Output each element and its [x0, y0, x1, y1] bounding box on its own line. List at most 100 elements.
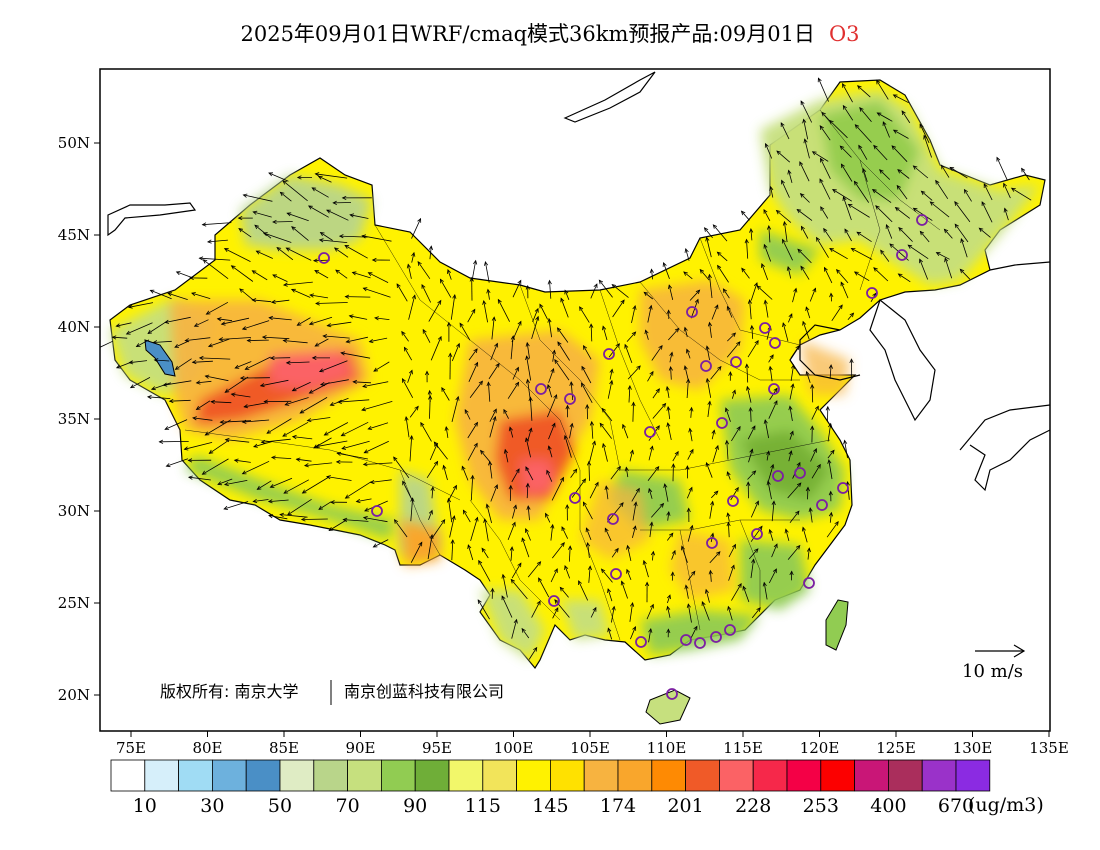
- wind-vector: [763, 582, 768, 600]
- wind-vector-head: [587, 565, 593, 571]
- wind-vector-head: [768, 365, 773, 371]
- wind-vector-head: [816, 236, 821, 242]
- wind-vector-head: [446, 497, 452, 503]
- lon-tick-label: 130E: [953, 739, 993, 757]
- wind-vector-head: [501, 595, 506, 601]
- wind-vector-head: [829, 248, 834, 253]
- wind-vector-head: [303, 463, 309, 468]
- wind-vector: [302, 477, 329, 494]
- colorbar-swatch: [347, 759, 382, 792]
- wind-vector-head: [421, 283, 426, 289]
- wind-vector-head: [756, 607, 761, 612]
- wind-vector-head: [326, 323, 332, 328]
- wind-vector: [801, 226, 809, 239]
- wind-vector: [253, 211, 272, 218]
- lon-tick-label: 75E: [116, 739, 146, 757]
- wind-vector: [712, 224, 728, 242]
- wind-vector-head: [663, 483, 668, 488]
- wind-vector: [712, 445, 719, 463]
- wind-vector-head: [276, 247, 282, 252]
- wind-vector: [409, 406, 419, 418]
- wind-vector-head: [810, 383, 815, 389]
- wind-vector: [647, 371, 654, 382]
- wind-vector-head: [674, 327, 680, 333]
- wind-vector: [569, 423, 573, 439]
- wind-vector-head: [686, 378, 691, 384]
- wind-vector: [750, 282, 758, 301]
- wind-vector-head: [554, 607, 559, 612]
- wind-vector-head: [164, 426, 170, 430]
- wind-vector: [627, 365, 641, 380]
- wind-vector-head: [191, 292, 196, 297]
- wind-vector: [327, 321, 352, 327]
- wind-vector-head: [477, 599, 482, 604]
- wind-vector-head: [279, 512, 285, 517]
- wind-vector: [468, 348, 478, 361]
- wind-vector-head: [255, 250, 261, 255]
- wind-vector-head: [482, 299, 487, 305]
- wind-vector: [352, 272, 371, 279]
- wind-vector: [862, 168, 868, 182]
- wind-vector-head: [241, 326, 247, 331]
- wind-vector: [484, 518, 489, 542]
- wind-vector-head: [474, 361, 479, 367]
- wind-vector: [785, 529, 790, 542]
- wind-vector: [447, 269, 452, 280]
- lon-tick-label: 125E: [876, 739, 916, 757]
- colorbar-swatch: [110, 759, 146, 792]
- wind-vector: [489, 409, 497, 422]
- wind-vector: [588, 461, 590, 481]
- wind-vector: [221, 317, 250, 325]
- wind-vector-head: [560, 476, 564, 482]
- wind-vector: [550, 568, 558, 583]
- wind-vector: [648, 488, 653, 499]
- wind-vector: [811, 384, 814, 403]
- wind-vector: [842, 105, 854, 121]
- wind-vector: [164, 419, 188, 430]
- station-marker: [535, 383, 547, 395]
- wind-vector: [231, 265, 254, 282]
- colorbar-label: 30: [200, 795, 224, 817]
- wind-vector: [768, 354, 774, 363]
- wind-vector-head: [585, 403, 590, 409]
- wind-vector: [192, 360, 213, 363]
- wind-vector: [512, 367, 519, 380]
- wind-vector: [203, 259, 229, 280]
- wind-vector: [326, 209, 349, 221]
- wind-vector-head: [688, 427, 693, 433]
- wind-vector: [243, 194, 273, 202]
- wind-vector-head: [710, 532, 715, 538]
- colorbar-swatch: [617, 759, 653, 792]
- wind-vector: [234, 459, 251, 463]
- wind-vector-head: [497, 298, 502, 304]
- province-border: [699, 237, 741, 331]
- wind-vector-head: [602, 442, 607, 448]
- lon-tick-label: 100E: [494, 739, 534, 757]
- wind-vector-head: [703, 227, 709, 232]
- wind-vector-head: [669, 351, 674, 357]
- wind-vector: [551, 477, 564, 501]
- wind-vector: [531, 316, 539, 340]
- wind-vector: [486, 504, 492, 524]
- wind-vector-head: [782, 322, 787, 328]
- wind-vector-head: [873, 144, 878, 150]
- wind-vector-head: [742, 585, 747, 591]
- wind-vector: [501, 595, 513, 618]
- wind-vector: [690, 299, 699, 319]
- wind-vector-head: [219, 419, 225, 425]
- wind-vector: [270, 477, 293, 488]
- wind-vector-head: [669, 532, 674, 538]
- wind-vector: [531, 601, 541, 618]
- wind-vector-head: [880, 249, 885, 255]
- wind-vector-head: [263, 399, 268, 404]
- wind-vector: [1021, 168, 1030, 181]
- wind-vector-head: [437, 299, 442, 305]
- wind-vector-head: [521, 627, 526, 633]
- wind-vector: [373, 539, 389, 548]
- wind-vector: [283, 281, 313, 286]
- wind-vector: [960, 269, 971, 280]
- wind-vector: [224, 248, 251, 262]
- wind-vector-head: [517, 562, 522, 568]
- wind-vector: [804, 139, 810, 159]
- wind-vector-head: [722, 288, 728, 293]
